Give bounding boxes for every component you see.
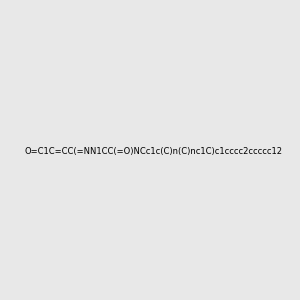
Text: O=C1C=CC(=NN1CC(=O)NCc1c(C)n(C)nc1C)c1cccc2ccccc12: O=C1C=CC(=NN1CC(=O)NCc1c(C)n(C)nc1C)c1cc…: [25, 147, 283, 156]
